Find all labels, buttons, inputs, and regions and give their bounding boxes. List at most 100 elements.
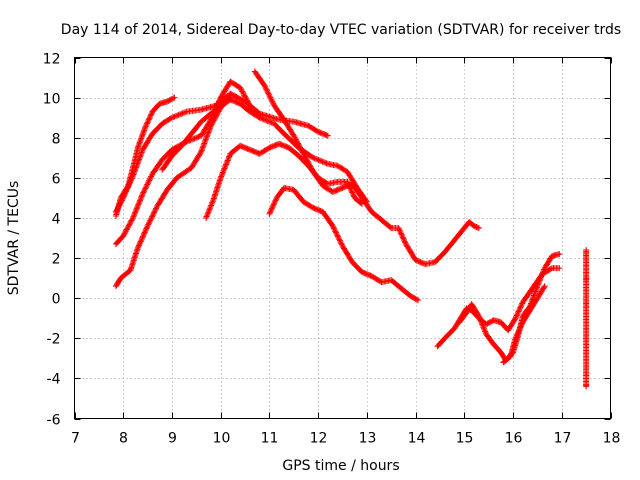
data-point: [263, 86, 270, 93]
data-point: [302, 154, 309, 161]
data-point: [139, 148, 146, 155]
data-point: [401, 237, 408, 244]
data-point: [337, 239, 344, 246]
x-tick-label: 11: [261, 431, 279, 447]
data-point: [180, 109, 187, 116]
data-point: [536, 278, 543, 285]
data-point: [142, 226, 149, 233]
data-point: [513, 313, 520, 320]
data-point: [336, 236, 343, 243]
data-point: [148, 111, 155, 118]
data-point: [267, 119, 274, 126]
data-point: [513, 332, 520, 339]
data-point: [139, 192, 146, 199]
data-point: [357, 200, 364, 207]
data-point: [146, 115, 153, 122]
data-point: [115, 203, 122, 210]
data-point: [538, 273, 545, 280]
data-point: [237, 85, 244, 92]
data-point: [517, 323, 524, 330]
data-point: [146, 218, 153, 225]
data-point: [225, 154, 232, 161]
x-tick-label: 8: [119, 431, 128, 447]
data-point: [299, 149, 306, 156]
data-point: [480, 324, 487, 331]
data-point: [130, 171, 137, 178]
data-point: [346, 184, 353, 191]
x-tick-label: 10: [213, 431, 231, 447]
data-point: [399, 234, 406, 241]
data-point: [328, 221, 335, 228]
data-point: [269, 99, 276, 106]
data-point: [268, 206, 275, 213]
data-point: [131, 212, 138, 219]
data-point: [134, 161, 141, 168]
data-point: [125, 222, 132, 229]
data-point: [268, 97, 275, 104]
data-point: [198, 147, 205, 154]
data-point: [517, 303, 524, 310]
data-point: [268, 119, 275, 126]
data-point: [291, 134, 298, 141]
data-point: [125, 183, 132, 190]
data-point: [315, 156, 322, 163]
data-point: [349, 189, 356, 196]
data-point: [338, 241, 345, 248]
data-point: [219, 170, 226, 177]
data-point: [136, 156, 143, 163]
data-point: [539, 270, 546, 277]
data-point: [217, 174, 224, 181]
y-tick-label: 2: [52, 252, 61, 268]
data-point: [206, 205, 213, 212]
data-point: [556, 265, 563, 272]
data-point: [134, 202, 141, 209]
y-axis-label: SDTVAR / TECUs: [6, 181, 22, 296]
x-tick-label: 18: [603, 431, 621, 447]
data-point: [121, 192, 128, 199]
data-point: [127, 179, 134, 186]
data-point: [348, 188, 355, 195]
data-point: [126, 221, 133, 228]
data-point: [264, 87, 271, 94]
data-point: [517, 304, 524, 311]
data-point: [514, 309, 521, 316]
series-track-12: [583, 247, 590, 390]
data-point: [148, 173, 155, 180]
data-point: [263, 117, 270, 124]
data-point: [132, 165, 139, 172]
data-point: [242, 94, 249, 101]
data-point: [149, 213, 156, 220]
data-point: [395, 224, 402, 231]
data-point: [268, 205, 275, 212]
data-point: [312, 155, 319, 162]
data-point: [144, 222, 151, 229]
data-point: [124, 185, 131, 192]
data-point: [144, 224, 151, 231]
data-point: [266, 210, 273, 217]
data-point: [518, 321, 525, 328]
data-point: [145, 178, 152, 185]
data-point: [174, 112, 181, 119]
data-point: [217, 95, 224, 102]
data-point: [415, 297, 422, 304]
data-point: [290, 131, 297, 138]
data-point: [297, 144, 304, 151]
data-point: [396, 226, 403, 233]
data-point: [294, 139, 301, 146]
data-point: [182, 109, 189, 116]
data-point: [519, 320, 526, 327]
data-point: [267, 209, 274, 216]
data-point: [140, 233, 147, 240]
data-point: [271, 200, 278, 207]
data-point: [399, 232, 406, 239]
data-point: [301, 153, 308, 160]
data-point: [332, 228, 339, 235]
data-point: [144, 119, 151, 126]
data-point: [270, 202, 277, 209]
data-point: [205, 129, 212, 136]
data-point: [139, 190, 146, 197]
data-point: [541, 266, 548, 273]
data-point: [194, 134, 201, 141]
data-point: [333, 230, 340, 237]
